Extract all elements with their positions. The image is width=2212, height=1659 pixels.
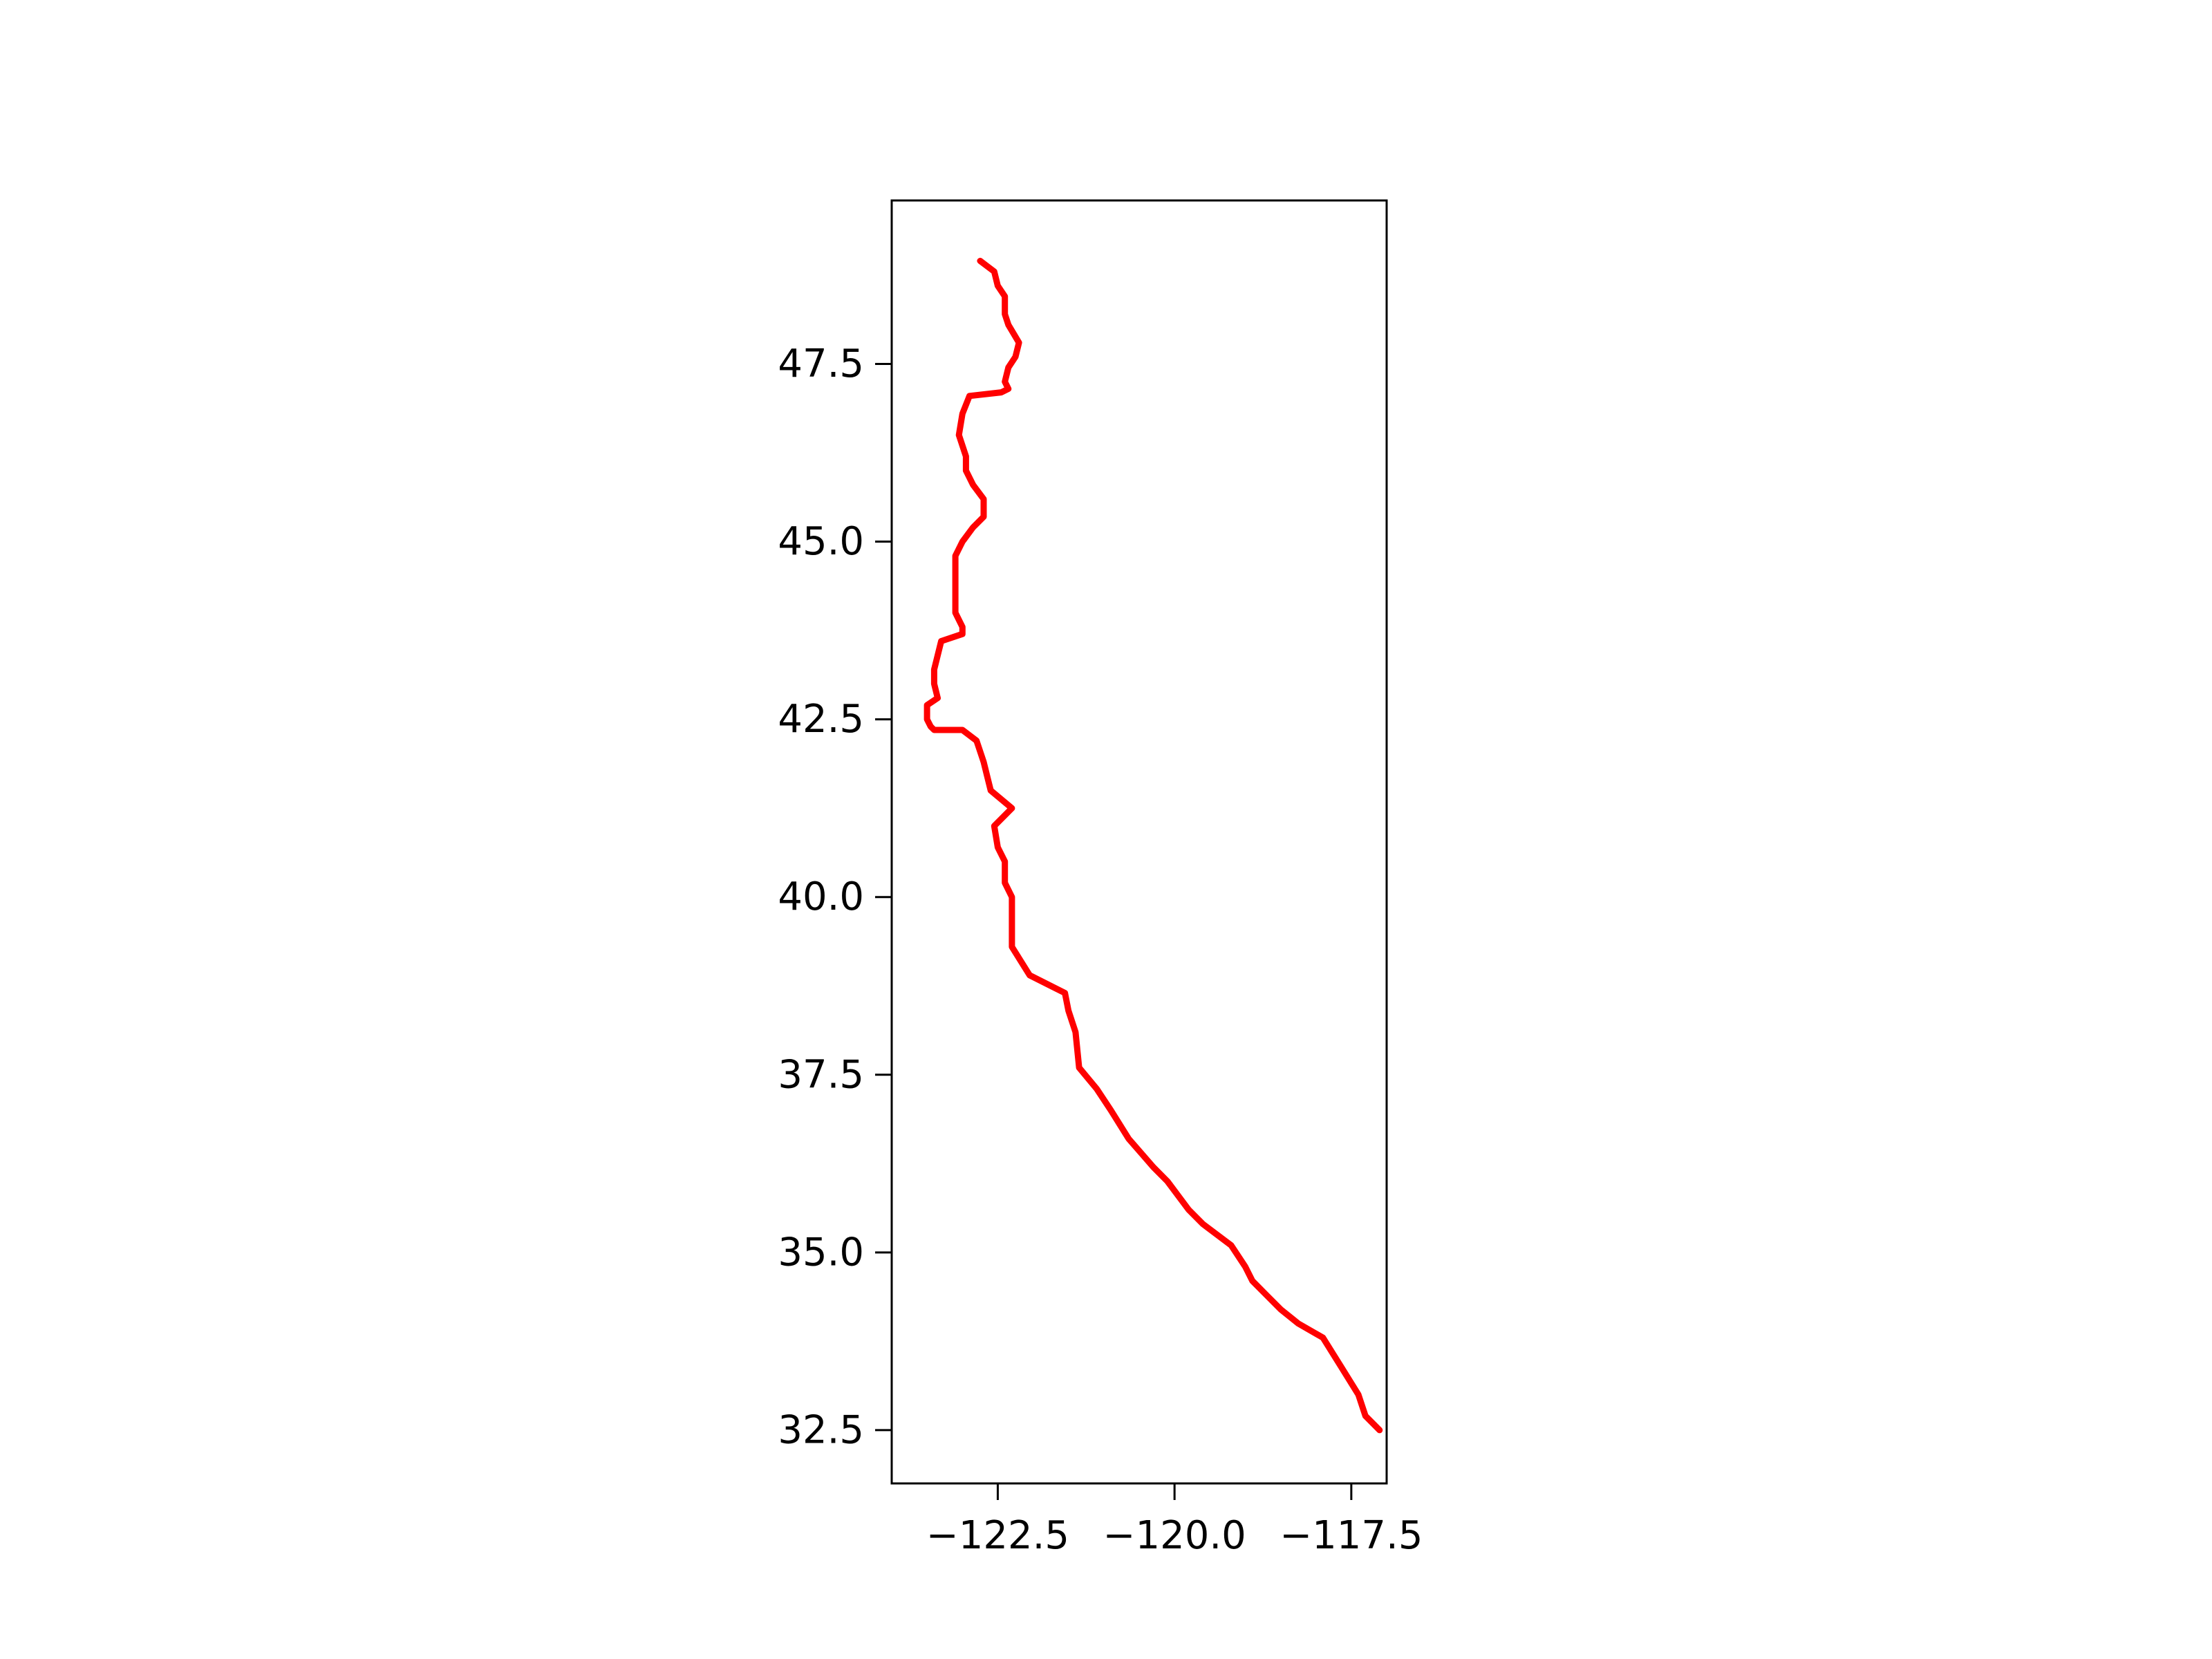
x-tick-label-2: −117.5	[1280, 1513, 1423, 1558]
series-layer	[924, 257, 1383, 1434]
y-tick-label-3: 40.0	[778, 874, 864, 919]
y-tick-label-0: 32.5	[778, 1407, 864, 1452]
x-tick-label-1: −120.0	[1103, 1513, 1246, 1558]
x-tick-label-0: −122.5	[926, 1513, 1069, 1558]
y-axis: 32.5 35.0 37.5 40.0 42.5 45.0 47.5	[778, 341, 892, 1452]
plot-frame	[890, 199, 1388, 1485]
y-tick-label-1: 35.0	[778, 1230, 864, 1275]
x-axis: −122.5 −120.0 −117.5	[926, 1483, 1423, 1558]
y-tick-label-4: 42.5	[778, 697, 864, 742]
series-line-0	[924, 257, 1383, 1434]
y-tick-label-5: 45.0	[778, 519, 864, 564]
y-tick-label-2: 37.5	[778, 1052, 864, 1097]
y-tick-label-6: 47.5	[778, 341, 864, 386]
